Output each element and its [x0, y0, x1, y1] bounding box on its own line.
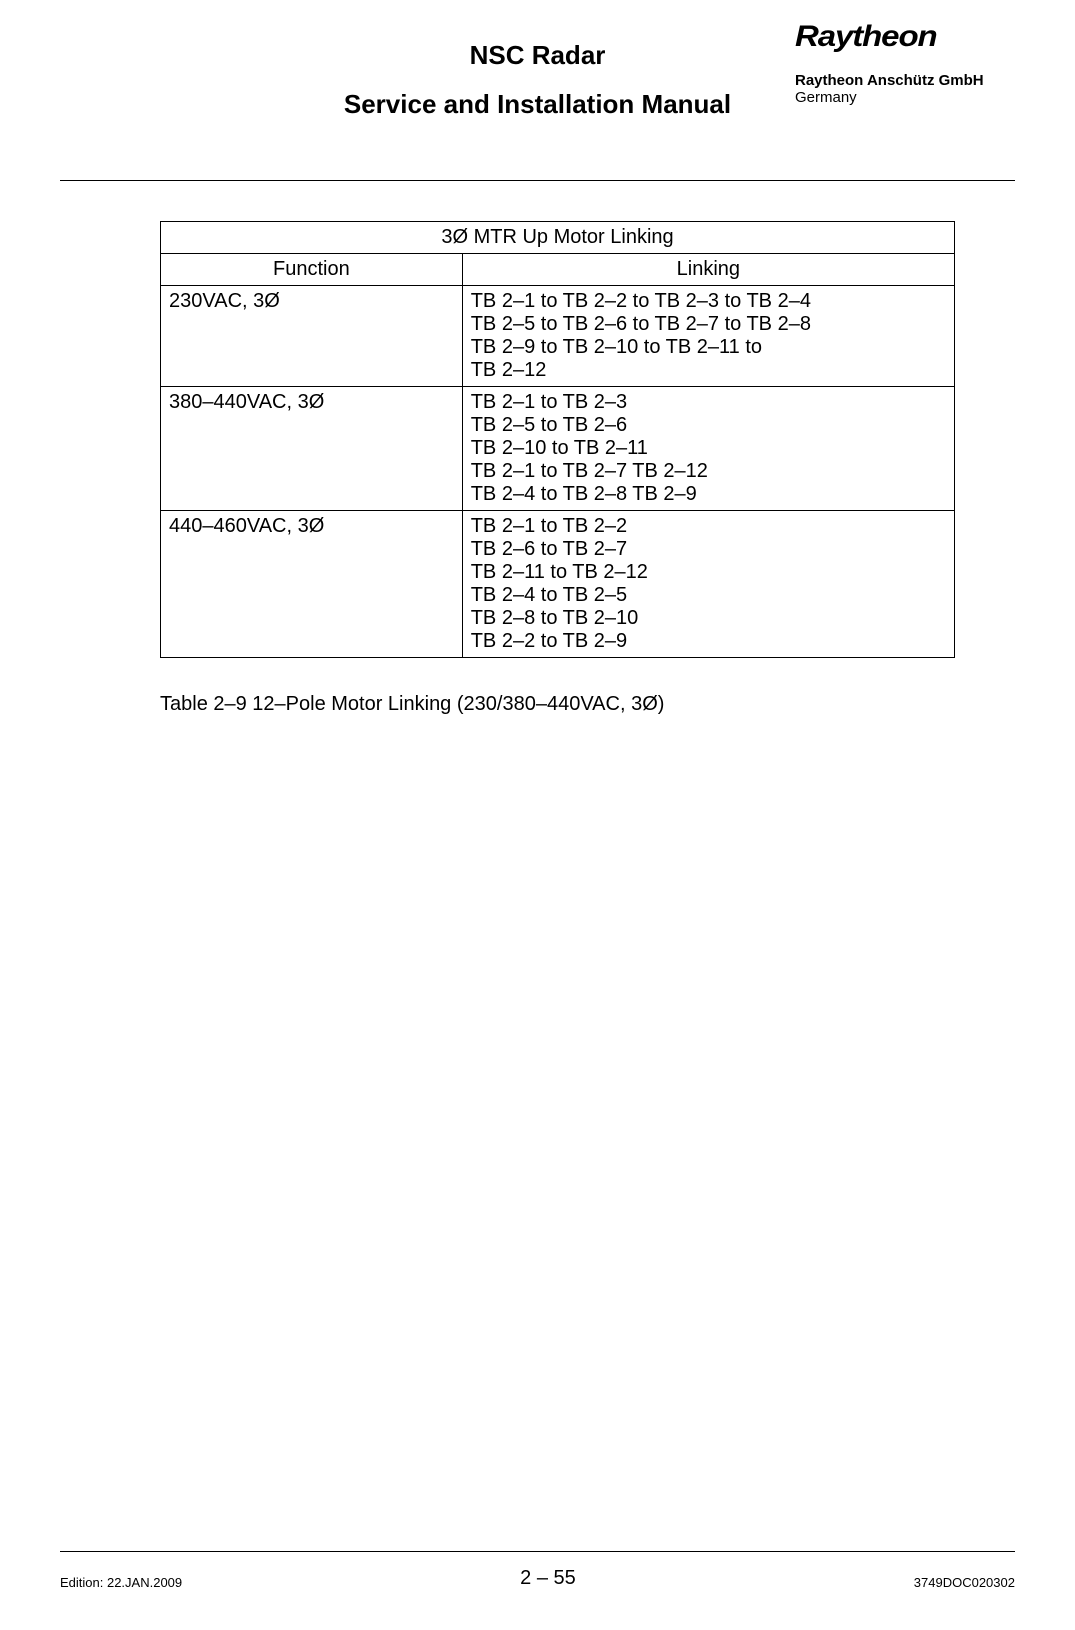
table-header-row: Function Linking [161, 254, 955, 286]
title-sub: Service and Installation Manual [280, 89, 795, 120]
cell-linking: TB 2–1 to TB 2–3 TB 2–5 to TB 2–6 TB 2–1… [462, 387, 954, 511]
column-header-linking: Linking [462, 254, 954, 286]
cell-linking: TB 2–1 to TB 2–2 TB 2–6 to TB 2–7 TB 2–1… [462, 511, 954, 658]
footer-page-number: 2 – 55 [520, 1567, 576, 1590]
column-header-function: Function [161, 254, 463, 286]
company-logo: Raytheon [795, 20, 1037, 54]
cell-function: 380–440VAC, 3Ø [161, 387, 463, 511]
table-title-row: 3Ø MTR Up Motor Linking [161, 222, 955, 254]
footer-edition: Edition: 22.JAN.2009 [60, 1575, 182, 1590]
header-company: Raytheon Raytheon Anschütz GmbH Germany [795, 20, 1015, 106]
page-footer: Edition: 22.JAN.2009 2 – 55 3749DOC02030… [60, 1551, 1015, 1590]
cell-function: 440–460VAC, 3Ø [161, 511, 463, 658]
table-title: 3Ø MTR Up Motor Linking [161, 222, 955, 254]
company-country: Germany [795, 89, 1015, 106]
company-name: Raytheon Anschütz GmbH [795, 72, 1015, 89]
cell-function: 230VAC, 3Ø [161, 286, 463, 387]
table-caption: Table 2–9 12–Pole Motor Linking (230/380… [160, 693, 955, 716]
page-header: NSC Radar Service and Installation Manua… [60, 20, 1015, 120]
table-row: 380–440VAC, 3Ø TB 2–1 to TB 2–3 TB 2–5 t… [161, 387, 955, 511]
page-content: 3Ø MTR Up Motor Linking Function Linking… [60, 181, 1015, 1551]
table-row: 230VAC, 3Ø TB 2–1 to TB 2–2 to TB 2–3 to… [161, 286, 955, 387]
title-main: NSC Radar [280, 40, 795, 71]
header-titles: NSC Radar Service and Installation Manua… [280, 20, 795, 120]
footer-doc-number: 3749DOC020302 [914, 1575, 1015, 1590]
cell-linking: TB 2–1 to TB 2–2 to TB 2–3 to TB 2–4 TB … [462, 286, 954, 387]
motor-linking-table: 3Ø MTR Up Motor Linking Function Linking… [160, 221, 955, 658]
table-row: 440–460VAC, 3Ø TB 2–1 to TB 2–2 TB 2–6 t… [161, 511, 955, 658]
